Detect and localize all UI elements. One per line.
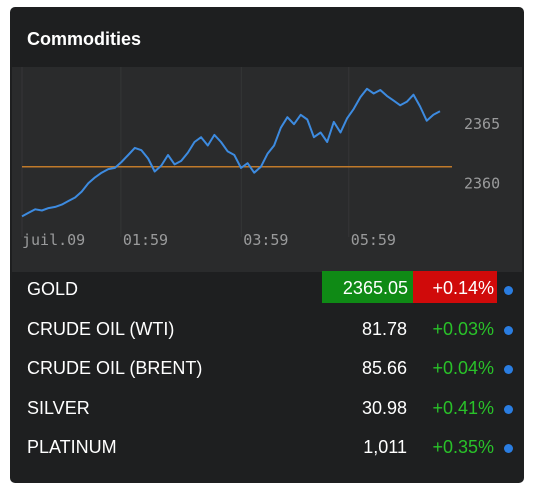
commodities-widget: Commodities juil.09 01:59 03:59 05:59 2365 23… [10,7,524,483]
commodity-price: 81.78 [361,318,407,339]
commodity-price: 2365.05 [342,278,408,298]
list-item-crude-oil-brent[interactable]: CRUDE OIL (BRENT) 85.66 +0.04% [10,348,524,388]
commodity-change: +0.04% [432,358,494,378]
commodity-price: 1,011 [363,437,407,457]
commodity-change: +0.03% [432,318,494,339]
x-tick-label: juil.09 [22,231,85,249]
commodity-name: CRUDE OIL (WTI) [27,318,175,339]
list-item-gold[interactable]: GOLD 2365.05 +0.14% [10,269,524,309]
status-dot-icon [504,444,513,453]
list-item-silver[interactable]: SILVER 30.98 +0.41% [10,388,524,428]
commodity-name: PLATINUM [27,437,117,457]
commodity-list: GOLD 2365.05 +0.14% CRUDE OIL (WTI) 81.7… [10,269,524,467]
commodity-name: GOLD [27,279,79,299]
y-tick-label: 2365 [464,115,500,133]
commodity-name: CRUDE OIL (BRENT) [27,358,203,378]
price-chart[interactable]: juil.09 01:59 03:59 05:59 2365 2360 [12,67,522,272]
status-dot-icon [504,286,513,295]
commodity-change: +0.41% [432,397,494,418]
widget-title: Commodities [27,29,142,49]
commodity-price: 30.98 [361,397,407,418]
x-tick-label: 03:59 [243,231,288,249]
price-line [21,87,441,218]
status-dot-icon [504,365,513,374]
x-tick-label: 01:59 [123,231,168,249]
list-item-platinum[interactable]: PLATINUM 1,011 +0.35% [10,427,524,467]
commodity-price: 85.66 [361,358,407,378]
status-dot-icon [504,325,513,335]
list-item-crude-oil-wti[interactable]: CRUDE OIL (WTI) 81.78 +0.03% [10,309,524,349]
commodity-change: +0.14% [432,278,494,298]
commodity-change: +0.35% [432,437,494,457]
change-down-box [413,271,497,303]
x-tick-label: 05:59 [351,231,396,249]
y-tick-label: 2360 [464,174,500,192]
commodity-name: SILVER [27,397,90,418]
chart-svg: juil.09 01:59 03:59 05:59 2365 2360 [21,67,500,249]
status-dot-icon [504,404,513,414]
price-up-box [322,271,413,303]
